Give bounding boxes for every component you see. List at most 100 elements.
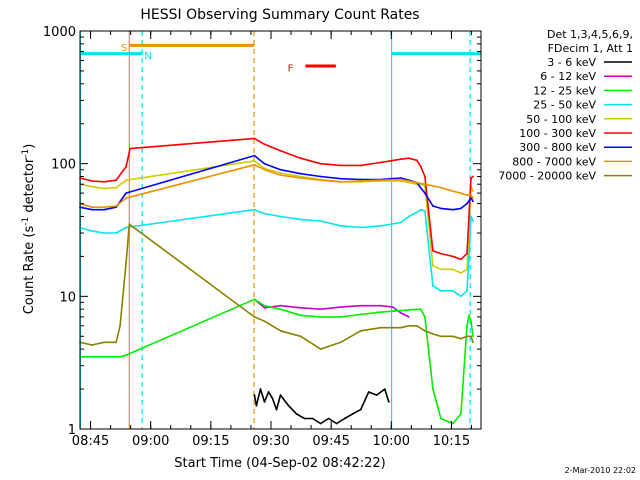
data-point-25-50-kev [452, 289, 454, 292]
data-point-100-300-kev [319, 162, 322, 165]
data-point-800-7000-kev [299, 177, 302, 179]
data-point-100-300-kev [419, 165, 422, 168]
data-point-7000-20000-kev [115, 341, 117, 344]
data-point-100-300-kev [125, 165, 127, 168]
data-point-50-100-kev [91, 185, 93, 188]
plot-frame [79, 30, 482, 430]
data-point-3-6-kev [279, 394, 282, 396]
data-point-12-25-kev [466, 324, 468, 327]
data-point-3-6-kev [383, 388, 386, 390]
data-point-100-300-kev [424, 175, 426, 178]
data-point-3-6-kev [327, 417, 330, 420]
legend-label-7000-20000-kev: 7000 - 20000 keV [498, 170, 596, 183]
data-point-50-100-kev [432, 264, 434, 267]
data-point-25-50-kev [470, 215, 472, 218]
data-point-25-50-kev [91, 230, 93, 233]
data-point-25-50-kev [319, 220, 322, 222]
data-point-7000-20000-kev [119, 324, 121, 327]
data-point-25-50-kev [279, 215, 282, 218]
data-point-6-12-kev [407, 316, 410, 318]
data-point-7000-20000-kev [103, 341, 105, 344]
data-point-800-7000-kev [263, 168, 266, 171]
data-point-12-25-kev [319, 316, 322, 318]
data-point-6-12-kev [359, 304, 362, 307]
legend-label-50-100-kev: 50 - 100 keV [526, 113, 596, 126]
legend-label-100-300-kev: 100 - 300 keV [519, 127, 596, 140]
x-tick-label: 10:15 [433, 434, 470, 449]
data-point-300-800-kev [339, 177, 342, 180]
data-point-25-50-kev [415, 211, 418, 214]
data-point-300-800-kev [452, 208, 454, 211]
data-point-3-6-kev [259, 388, 262, 390]
data-point-25-50-kev [432, 284, 434, 287]
data-point-50-100-kev [103, 187, 105, 190]
data-point-25-50-kev [263, 212, 266, 215]
legend-label-25-50-kev: 25 - 50 keV [533, 99, 596, 112]
data-point-50-100-kev [299, 175, 302, 178]
data-point-300-800-kev [253, 154, 256, 157]
data-point-800-7000-kev [399, 178, 402, 181]
data-point-25-50-kev [424, 210, 426, 212]
data-point-7000-20000-kev [452, 335, 454, 338]
data-point-300-800-kev [472, 200, 474, 203]
data-point-300-800-kev [424, 192, 426, 195]
x-tick-label: 08:45 [72, 434, 109, 449]
y-tick-label: 1000 [43, 25, 76, 40]
data-point-25-50-kev [125, 226, 127, 229]
y-tick-label: 1 [68, 423, 76, 438]
data-point-7000-20000-kev [460, 337, 462, 340]
data-point-800-7000-kev [253, 163, 256, 166]
data-point-100-300-kev [129, 147, 132, 150]
data-point-800-7000-kev [466, 194, 468, 197]
data-point-50-100-kev [399, 180, 402, 182]
data-point-300-800-kev [125, 192, 127, 195]
data-point-7000-20000-kev [253, 316, 256, 318]
series-line-100-300-kev [79, 137, 474, 261]
data-point-800-7000-kev [432, 185, 434, 187]
data-point-100-300-kev [359, 164, 362, 167]
data-point-100-300-kev [452, 255, 454, 258]
data-point-7000-20000-kev [279, 329, 282, 332]
legend-label-6-12-kev: 6 - 12 keV [540, 70, 596, 83]
data-point-7000-20000-kev [91, 344, 93, 346]
data-point-12-25-kev [452, 422, 454, 425]
flag-label-f: F [288, 64, 294, 75]
data-point-25-50-kev [460, 295, 462, 298]
data-point-3-6-kev [287, 404, 290, 407]
data-point-100-300-kev [470, 177, 472, 179]
data-point-100-300-kev [379, 161, 382, 164]
data-point-3-6-kev [319, 422, 322, 425]
data-point-300-800-kev [319, 175, 322, 178]
generation-timestamp: 2-Mar-2010 22:02 [565, 466, 636, 475]
data-point-12-25-kev [472, 335, 474, 338]
y-tick-label: 10 [59, 290, 76, 305]
data-point-7000-20000-kev [339, 341, 342, 344]
data-point-100-300-kev [466, 252, 468, 255]
data-point-7000-20000-kev [263, 320, 266, 323]
series-line-800-7000-kev [79, 164, 474, 208]
data-point-50-100-kev [460, 272, 462, 274]
data-point-7000-20000-kev [299, 335, 302, 338]
data-point-12-25-kev [379, 311, 382, 313]
y-axis-label: Count Rate (s-1 detector-1) [21, 144, 37, 315]
data-point-50-100-kev [125, 179, 127, 182]
data-point-300-800-kev [460, 207, 462, 210]
data-point-50-100-kev [407, 181, 410, 184]
legend: Det 1,3,4,5,6,9, FDecim 1, Att 1 3 - 6 k… [498, 28, 633, 183]
legend-label-300-800-kev: 300 - 800 keV [519, 141, 596, 154]
data-point-12-25-kev [424, 316, 426, 318]
data-point-12-25-kev [339, 316, 342, 318]
data-point-7000-20000-kev [440, 335, 442, 338]
data-point-7000-20000-kev [470, 335, 472, 338]
series-line-7000-20000-kev [79, 223, 474, 350]
data-point-3-6-kev [311, 417, 314, 420]
data-point-7000-20000-kev [128, 223, 131, 226]
data-point-100-300-kev [115, 179, 117, 182]
data-point-25-50-kev [407, 215, 410, 218]
data-point-3-6-kev [351, 413, 354, 415]
data-point-800-7000-kev [460, 192, 462, 195]
data-point-800-7000-kev [472, 197, 474, 200]
data-point-6-12-kev [379, 304, 382, 307]
data-point-100-300-kev [91, 180, 93, 182]
data-point-12-25-kev [125, 354, 127, 357]
